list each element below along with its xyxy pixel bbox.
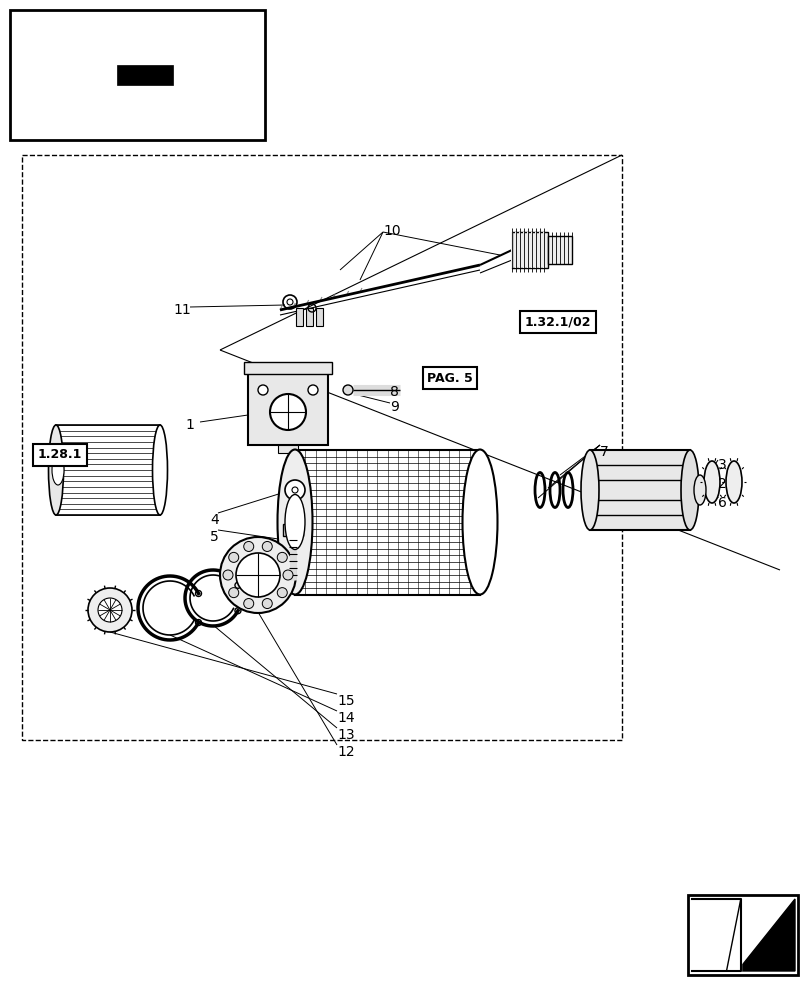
Ellipse shape <box>462 450 498 594</box>
Ellipse shape <box>726 461 742 503</box>
Circle shape <box>88 588 132 632</box>
Bar <box>147 113 154 125</box>
Circle shape <box>229 552 238 562</box>
Bar <box>248 370 328 445</box>
Ellipse shape <box>694 475 706 505</box>
Circle shape <box>220 537 296 613</box>
Ellipse shape <box>704 461 720 503</box>
Circle shape <box>263 541 272 551</box>
Bar <box>44 113 51 125</box>
Text: 5: 5 <box>210 530 219 544</box>
Text: 8: 8 <box>390 385 399 399</box>
Circle shape <box>258 385 268 395</box>
Circle shape <box>236 553 280 597</box>
Bar <box>117 65 173 85</box>
Text: 6: 6 <box>718 496 727 510</box>
Circle shape <box>229 588 238 598</box>
Text: 12: 12 <box>337 745 355 759</box>
Ellipse shape <box>581 450 599 530</box>
Bar <box>122 25 128 37</box>
Bar <box>199 113 204 125</box>
Circle shape <box>98 598 122 622</box>
Ellipse shape <box>153 425 167 515</box>
Ellipse shape <box>52 455 64 485</box>
Circle shape <box>343 385 353 395</box>
Text: PAG. 5: PAG. 5 <box>427 371 473 384</box>
Bar <box>244 362 332 374</box>
Bar <box>173 25 179 37</box>
Bar <box>56 425 160 515</box>
Polygon shape <box>692 899 741 971</box>
Text: 1: 1 <box>185 418 194 432</box>
Bar <box>96 25 102 37</box>
Text: 3: 3 <box>718 458 726 472</box>
Bar <box>173 113 179 125</box>
Circle shape <box>277 552 288 562</box>
Bar <box>122 113 128 125</box>
Bar <box>283 524 303 536</box>
Text: 7: 7 <box>600 445 608 459</box>
Text: 15: 15 <box>337 694 355 708</box>
Circle shape <box>277 588 288 598</box>
Text: 2: 2 <box>718 477 726 491</box>
Bar <box>296 308 303 326</box>
Bar <box>225 113 230 125</box>
Bar <box>316 308 323 326</box>
Bar <box>199 25 204 37</box>
Polygon shape <box>738 899 795 971</box>
Bar <box>70 113 76 125</box>
Circle shape <box>308 385 318 395</box>
Ellipse shape <box>48 425 64 515</box>
Bar <box>512 232 548 268</box>
Text: 1.28.1: 1.28.1 <box>38 448 82 462</box>
Circle shape <box>223 570 233 580</box>
Ellipse shape <box>681 450 699 530</box>
Text: 11: 11 <box>173 303 191 317</box>
Bar <box>688 895 798 975</box>
Ellipse shape <box>277 450 313 594</box>
Circle shape <box>270 394 306 430</box>
Text: 9: 9 <box>390 400 399 414</box>
Bar <box>147 25 154 37</box>
Text: 1.32.1/02: 1.32.1/02 <box>524 316 591 328</box>
Ellipse shape <box>285 494 305 550</box>
Text: 13: 13 <box>337 728 355 742</box>
Bar <box>548 236 572 264</box>
Circle shape <box>285 480 305 500</box>
Bar <box>295 450 480 595</box>
Bar <box>96 113 102 125</box>
Text: 4: 4 <box>210 513 219 527</box>
Bar <box>590 450 690 530</box>
Bar <box>306 308 313 326</box>
Circle shape <box>283 570 293 580</box>
Text: 14: 14 <box>337 711 355 725</box>
Bar <box>19 113 25 125</box>
Text: 10: 10 <box>383 224 401 238</box>
Circle shape <box>263 599 272 609</box>
Bar <box>70 25 76 37</box>
Bar <box>10 10 265 140</box>
Bar <box>250 25 256 37</box>
Bar <box>278 445 298 453</box>
Bar <box>225 25 230 37</box>
Circle shape <box>244 599 254 609</box>
Bar <box>250 113 256 125</box>
Bar <box>19 25 25 37</box>
Circle shape <box>244 541 254 551</box>
Bar <box>22 155 622 740</box>
Bar <box>44 25 51 37</box>
